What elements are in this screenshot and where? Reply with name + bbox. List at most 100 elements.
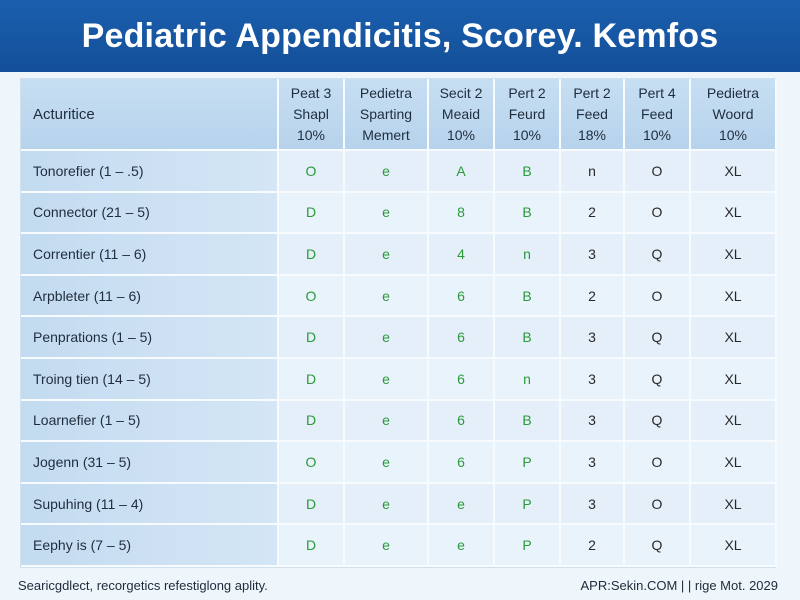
table-cell: O [279, 275, 345, 318]
table-cell: n [495, 234, 561, 276]
column-header-line: 10% [512, 126, 542, 143]
column-header-line: Shapl [293, 105, 329, 122]
column-header-line: Pedietra [359, 84, 413, 101]
table-cell: 6 [429, 317, 495, 359]
table-cell: 3 [561, 442, 625, 484]
table-cell: 2 [561, 192, 625, 235]
page-title: Pediatric Appendicitis, Scorey. Kemfos [81, 16, 719, 55]
column-header: Peat 3 Shapl 10% [279, 79, 345, 151]
table-cell: 3 [561, 400, 625, 443]
table-cell: n [561, 151, 625, 193]
table-cell: n [495, 358, 561, 401]
table-cell: O [625, 442, 691, 484]
column-header-line: 10% [642, 126, 672, 143]
table-cell: 3 [561, 483, 625, 526]
table-cell: 3 [561, 317, 625, 359]
table-cell: P [495, 442, 561, 484]
table-cell: 4 [429, 234, 495, 276]
table-cell: D [279, 234, 345, 276]
table-cell: e [345, 400, 429, 443]
column-header-line: Peat 3 [290, 84, 332, 101]
column-header: Secit 2 Meaid 10% [429, 79, 495, 151]
column-header-line: Pert 2 [573, 84, 611, 101]
table-cell: 6 [429, 442, 495, 484]
table-cell: 2 [561, 525, 625, 567]
column-header-line: Feurd [508, 105, 546, 122]
table-cell: XL [691, 151, 777, 193]
row-label: Tonorefier (1 – .5) [21, 151, 279, 193]
column-header-line: 10% [446, 126, 476, 143]
table-cell: e [345, 442, 429, 484]
table-cell: 3 [561, 358, 625, 401]
column-header-line: 10% [296, 126, 326, 143]
table-cell: XL [691, 275, 777, 318]
table-cell: e [345, 192, 429, 235]
column-header-line: Sparting [359, 105, 413, 122]
row-label: Jogenn (31 – 5) [21, 442, 279, 484]
table-cell: XL [691, 317, 777, 359]
table-cell: e [345, 151, 429, 193]
table-cell: e [345, 525, 429, 567]
table-cell: 6 [429, 400, 495, 443]
table-cell: B [495, 400, 561, 443]
table-cell: 8 [429, 192, 495, 235]
column-header: Pert 4 Feed 10% [625, 79, 691, 151]
row-header-label: Acturitice [21, 79, 279, 151]
table-cell: Q [625, 358, 691, 401]
table-cell: Q [625, 234, 691, 276]
table-cell: A [429, 151, 495, 193]
table-cell: Q [625, 525, 691, 567]
row-label: Penprations (1 – 5) [21, 317, 279, 359]
column-header-line: Secit 2 [439, 84, 483, 101]
column-header-line: Pert 4 [638, 84, 676, 101]
table-cell: e [345, 483, 429, 526]
table-cell: XL [691, 400, 777, 443]
table-cell: D [279, 400, 345, 443]
table-cell: XL [691, 234, 777, 276]
score-table-container: Acturitice Peat 3 Shapl 10% Pedietra Spa… [20, 78, 777, 568]
column-header-line: Woord [712, 105, 754, 122]
table-cell: B [495, 317, 561, 359]
table-cell: O [279, 442, 345, 484]
column-header-line: 18% [577, 126, 607, 143]
column-header-line: Feed [576, 105, 608, 122]
row-label: Loarnefier (1 – 5) [21, 400, 279, 443]
score-table: Acturitice Peat 3 Shapl 10% Pedietra Spa… [21, 79, 777, 567]
table-cell: Q [625, 317, 691, 359]
table-cell: O [625, 192, 691, 235]
column-header: Pedietra Sparting Memert [345, 79, 429, 151]
column-header: Pedietra Woord 10% [691, 79, 777, 151]
table-cell: P [495, 483, 561, 526]
table-cell: O [625, 483, 691, 526]
table-cell: e [429, 525, 495, 567]
table-cell: XL [691, 192, 777, 235]
table-cell: O [625, 275, 691, 318]
table-cell: e [345, 358, 429, 401]
table-cell: B [495, 275, 561, 318]
row-label: Arpbleter (11 – 6) [21, 275, 279, 318]
column-header-line: Meaid [441, 105, 481, 122]
row-label: Troing tien (14 – 5) [21, 358, 279, 401]
table-header-row: Acturitice Peat 3 Shapl 10% Pedietra Spa… [21, 79, 777, 151]
column-header-line: Memert [362, 126, 410, 143]
table-cell: D [279, 483, 345, 526]
footer-source: APR:Sekin.COM | | rige Mot. 2029 [580, 578, 779, 593]
row-label: Correntier (11 – 6) [21, 234, 279, 276]
table-cell: XL [691, 525, 777, 567]
column-header: Pert 2 Feurd 10% [495, 79, 561, 151]
table-cell: Q [625, 400, 691, 443]
column-header-line: Pert 2 [508, 84, 546, 101]
row-label: Connector (21 – 5) [21, 192, 279, 235]
table-cell: 6 [429, 358, 495, 401]
